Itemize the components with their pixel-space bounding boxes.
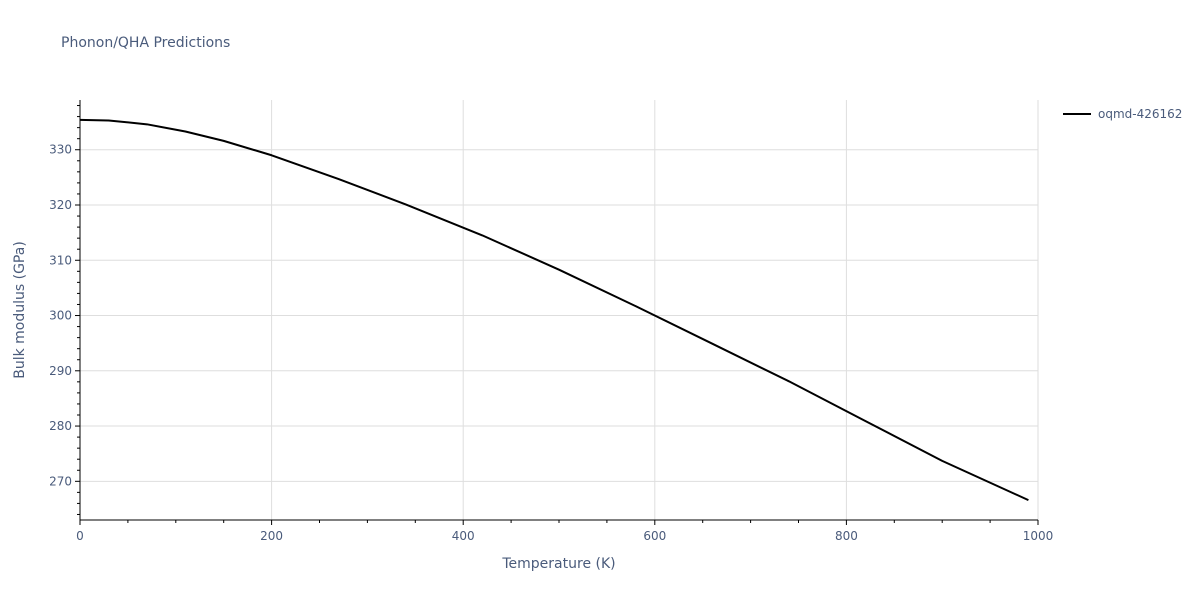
x-tick-label: 200	[260, 529, 283, 543]
x-tick-label: 0	[76, 529, 84, 543]
y-tick-label: 300	[49, 309, 72, 323]
y-tick-label: 290	[49, 364, 72, 378]
x-tick-label: 400	[452, 529, 475, 543]
x-tick-label: 1000	[1023, 529, 1054, 543]
y-tick-label: 320	[49, 198, 72, 212]
x-tick-label: 800	[835, 529, 858, 543]
x-axis-title: Temperature (K)	[501, 556, 615, 572]
y-tick-label: 270	[49, 474, 72, 488]
y-tick-label: 280	[49, 419, 72, 433]
x-tick-label: 600	[643, 529, 666, 543]
series-line	[79, 118, 1029, 502]
chart-title: Phonon/QHA Predictions	[61, 35, 231, 51]
y-tick-label: 330	[49, 143, 72, 157]
y-tick-label: 310	[49, 253, 72, 267]
legend-label: oqmd-426162	[1098, 107, 1182, 121]
y-axis-title: Bulk modulus (GPa)	[12, 241, 28, 379]
